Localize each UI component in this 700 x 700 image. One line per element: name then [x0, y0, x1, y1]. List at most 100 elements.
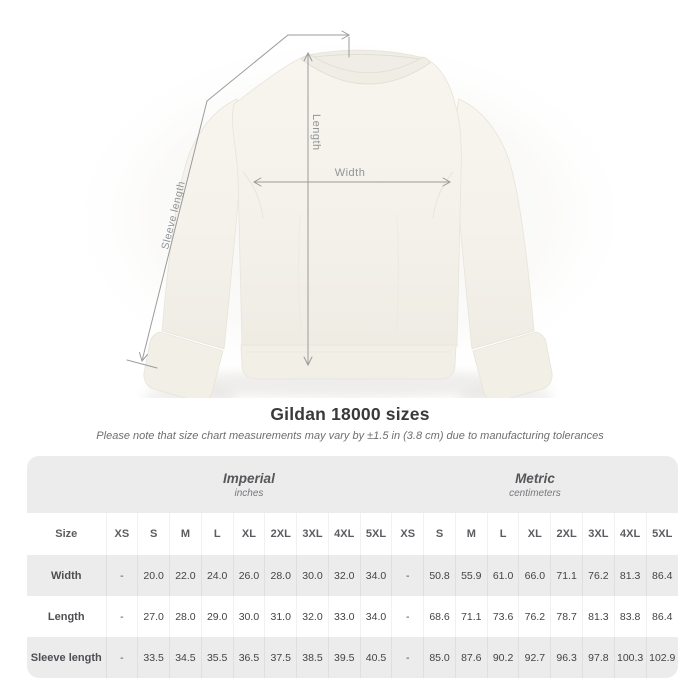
value-cell: 26.0 — [233, 555, 266, 596]
value-cell: 39.5 — [328, 637, 361, 678]
value-cell: 36.5 — [233, 637, 266, 678]
group-spacer — [27, 456, 106, 513]
value-cell: 50.8 — [423, 555, 456, 596]
value-cell: 34.5 — [169, 637, 202, 678]
imperial-group-header: Imperial inches — [106, 456, 392, 513]
value-cell: - — [106, 555, 139, 596]
imperial-unit: inches — [234, 487, 264, 499]
torso — [231, 49, 462, 347]
size-col-header: L — [201, 513, 234, 555]
dimension-lines — [126, 30, 452, 369]
value-cell: 86.4 — [652, 610, 673, 623]
value-cell: 32.0 — [328, 555, 361, 596]
fabric-creases — [242, 171, 454, 353]
sweatshirt-illustration: Width Length Sleeve length — [60, 30, 640, 398]
value-cell: 33.5 — [137, 637, 171, 678]
collar — [300, 53, 431, 85]
value-cell: 76.2 — [518, 596, 552, 637]
width-dimension-line — [252, 177, 452, 187]
value-cell: 55.9 — [455, 555, 488, 596]
value-cell: 40.5 — [360, 637, 393, 678]
value-cell: 30.0 — [233, 596, 266, 637]
size-col-header: XS — [106, 513, 139, 555]
size-col-header: 3XL — [296, 513, 329, 555]
value-cell: - — [391, 596, 425, 637]
value-cell: 71.1 — [455, 596, 488, 637]
size-col-header: 4XL — [614, 513, 647, 555]
value-cell: 24.0 — [201, 555, 234, 596]
value-cell: 68.6 — [423, 596, 456, 637]
size-table-card: Imperial inches Metric centimeters Size … — [27, 456, 678, 678]
value-cell: - — [391, 555, 425, 596]
length-dimension-line — [303, 51, 313, 367]
neck-inner-shadow — [312, 54, 421, 60]
size-col-header: 5XL — [652, 528, 673, 540]
size-col-header: S — [137, 513, 171, 555]
value-cell: 66.0 — [518, 555, 552, 596]
value-cell: 73.6 — [487, 596, 520, 637]
value-cell: 92.7 — [518, 637, 552, 678]
value-cell: 22.0 — [169, 555, 202, 596]
value-cell: - — [391, 637, 425, 678]
size-col-header: S — [423, 513, 456, 555]
sleeve-length-dimension-line — [126, 30, 351, 369]
left-cuff — [143, 331, 224, 398]
value-cell: - — [106, 596, 139, 637]
size-header: Size — [27, 513, 107, 555]
value-cell: 102.9 — [649, 651, 676, 664]
value-cell: 28.0 — [264, 555, 298, 596]
value-cell: 90.2 — [487, 637, 520, 678]
value-cell: 87.6 — [455, 637, 488, 678]
row-label: Width — [27, 555, 107, 596]
width-row: Width - 20.0 22.0 24.0 26.0 28.0 30.0 32… — [27, 555, 678, 596]
metric-unit: centimeters — [509, 487, 561, 499]
sleeve-length-row: Sleeve length - 33.5 34.5 35.5 36.5 37.5… — [27, 637, 678, 678]
sweatshirt — [143, 49, 553, 398]
row-label: Sleeve length — [27, 637, 107, 678]
value-cell: 29.0 — [201, 596, 234, 637]
value-cell: 28.0 — [169, 596, 202, 637]
size-col-header: M — [455, 513, 488, 555]
size-col-header: XS — [391, 513, 425, 555]
value-cell: 37.5 — [264, 637, 298, 678]
size-table: Imperial inches Metric centimeters Size … — [27, 456, 678, 678]
size-diagram: Width Length Sleeve length — [60, 30, 640, 398]
value-cell: 83.8 — [614, 596, 647, 637]
size-col-header: XL — [518, 513, 552, 555]
size-col-header: 4XL — [328, 513, 361, 555]
value-cell: 96.3 — [550, 637, 583, 678]
value-cell: 81.3 — [614, 555, 647, 596]
value-cell: 71.1 — [550, 555, 583, 596]
value-cell: 86.4 — [652, 569, 673, 582]
width-label: Width — [335, 167, 366, 179]
metric-label: Metric — [515, 470, 555, 486]
value-cell: 81.3 — [582, 596, 615, 637]
imperial-label: Imperial — [223, 470, 275, 486]
value-cell: 34.0 — [360, 596, 393, 637]
tolerance-note: Please note that size chart measurements… — [96, 430, 604, 442]
size-col-header: L — [487, 513, 520, 555]
size-col-header: 3XL — [582, 513, 615, 555]
value-cell: 33.0 — [328, 596, 361, 637]
unit-group-row: Imperial inches Metric centimeters — [27, 456, 678, 513]
size-col-header: XL — [233, 513, 266, 555]
value-cell: 61.0 — [487, 555, 520, 596]
value-cell: - — [106, 637, 139, 678]
value-cell: 78.7 — [550, 596, 583, 637]
right-cuff — [472, 331, 553, 398]
size-col-header: 2XL — [264, 513, 298, 555]
value-cell: 30.0 — [296, 555, 329, 596]
row-label: Length — [27, 596, 107, 637]
value-cell: 97.8 — [582, 637, 615, 678]
page-title: Gildan 18000 sizes — [270, 404, 430, 424]
value-cell: 34.0 — [360, 555, 393, 596]
value-cell: 100.3 — [614, 637, 647, 678]
value-cell: 31.0 — [264, 596, 298, 637]
value-cell: 38.5 — [296, 637, 329, 678]
value-cell: 27.0 — [137, 596, 171, 637]
size-header-row: Size XS S M L XL 2XL 3XL 4XL 5XL XS S M … — [27, 513, 678, 555]
hem-band — [240, 344, 457, 380]
metric-group-header: Metric centimeters — [392, 456, 678, 513]
size-col-header: M — [169, 513, 202, 555]
size-col-header: 2XL — [550, 513, 583, 555]
